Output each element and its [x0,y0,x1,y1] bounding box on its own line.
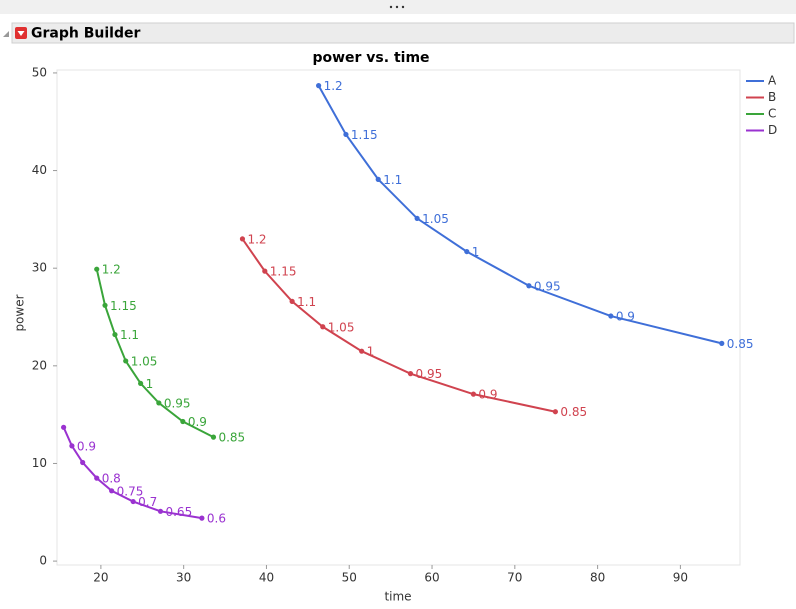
point-label: 1.2 [102,263,121,277]
x-tick-label: 40 [259,571,274,585]
point-label: 0.95 [164,396,191,410]
menu-dots[interactable] [389,5,405,9]
point-label: 1.15 [110,299,137,313]
data-point [375,176,381,182]
point-label: 1.05 [131,354,158,368]
data-point [102,302,108,308]
legend-label: A [768,74,777,88]
data-point [94,266,100,272]
point-label: 0.65 [165,505,192,519]
data-point [69,443,75,449]
point-label: 1.15 [270,265,297,279]
point-label: 0.9 [77,439,96,453]
point-label: 1.2 [247,232,266,246]
data-point [61,424,67,430]
data-point [320,324,326,330]
y-tick-label: 0 [39,554,47,568]
point-label: 1.05 [328,320,355,334]
point-label: 0.9 [478,388,497,402]
series-line [241,238,556,413]
data-point [552,409,558,415]
menu-arrow [17,31,25,36]
y-tick-label: 50 [32,65,47,79]
point-label: 0.7 [138,495,157,509]
legend-label: C [768,107,776,121]
legend-label: D [768,123,777,137]
legend-label: B [768,90,776,104]
data-point [289,298,295,304]
data-point [109,488,115,494]
point-label: 0.95 [534,279,561,293]
data-point [180,418,186,425]
point-label: 0.9 [616,310,635,324]
data-point [130,498,136,505]
x-tick-label: 80 [590,571,605,585]
point-label: 0.6 [207,512,226,526]
data-point [470,391,477,397]
point-label: 0.8 [102,472,121,486]
series-line [62,426,203,520]
series-line [95,268,214,438]
point-label: 0.85 [218,431,245,445]
point-label: 1 [472,245,480,259]
data-point [94,475,100,481]
point-label: 1.1 [120,328,139,342]
data-point [210,434,217,440]
point-label: 0.75 [117,484,144,498]
series-line [317,85,723,345]
data-point [138,380,144,387]
data-point [343,131,349,138]
y-tick-label: 30 [32,261,47,275]
data-point [316,83,322,89]
data-point [239,236,246,242]
x-tick-label: 60 [424,571,439,585]
x-tick-label: 70 [507,571,522,585]
disclosure-icon[interactable] [3,31,9,37]
chart-title: power vs. time [312,50,429,66]
point-label: 1 [146,377,154,391]
data-point [608,313,614,319]
data-point [719,340,725,346]
x-axis-label: time [384,590,411,604]
x-tick-label: 20 [93,571,108,585]
data-point [80,459,86,466]
data-point [156,400,162,406]
data-point [526,283,532,289]
point-label: 1.2 [324,79,343,93]
y-tick-label: 20 [32,358,47,372]
plot-area [56,69,741,566]
x-tick-label: 50 [342,571,357,585]
point-label: 1.05 [422,212,449,226]
data-point [407,371,414,377]
point-label: 1 [367,345,375,359]
data-point [359,348,365,354]
header-title: Graph Builder [31,26,140,42]
y-axis-label: power [13,294,27,331]
x-tick-label: 30 [176,571,191,585]
header-bar [11,22,795,44]
data-point [157,508,164,514]
point-label: 1.1 [297,295,316,309]
y-tick-label: 10 [32,456,47,470]
x-tick-label: 90 [673,571,688,585]
point-label: 0.9 [188,415,207,429]
point-label: 1.1 [383,173,402,187]
data-point [199,515,205,521]
point-label: 0.85 [727,337,754,351]
data-point [123,358,129,364]
point-label: 0.95 [416,367,443,381]
data-point [414,215,420,222]
point-label: 0.85 [560,405,587,419]
point-label: 1.15 [351,128,378,142]
data-point [112,331,118,338]
y-tick-label: 40 [32,163,47,177]
data-point [464,248,470,255]
data-point [262,268,268,274]
